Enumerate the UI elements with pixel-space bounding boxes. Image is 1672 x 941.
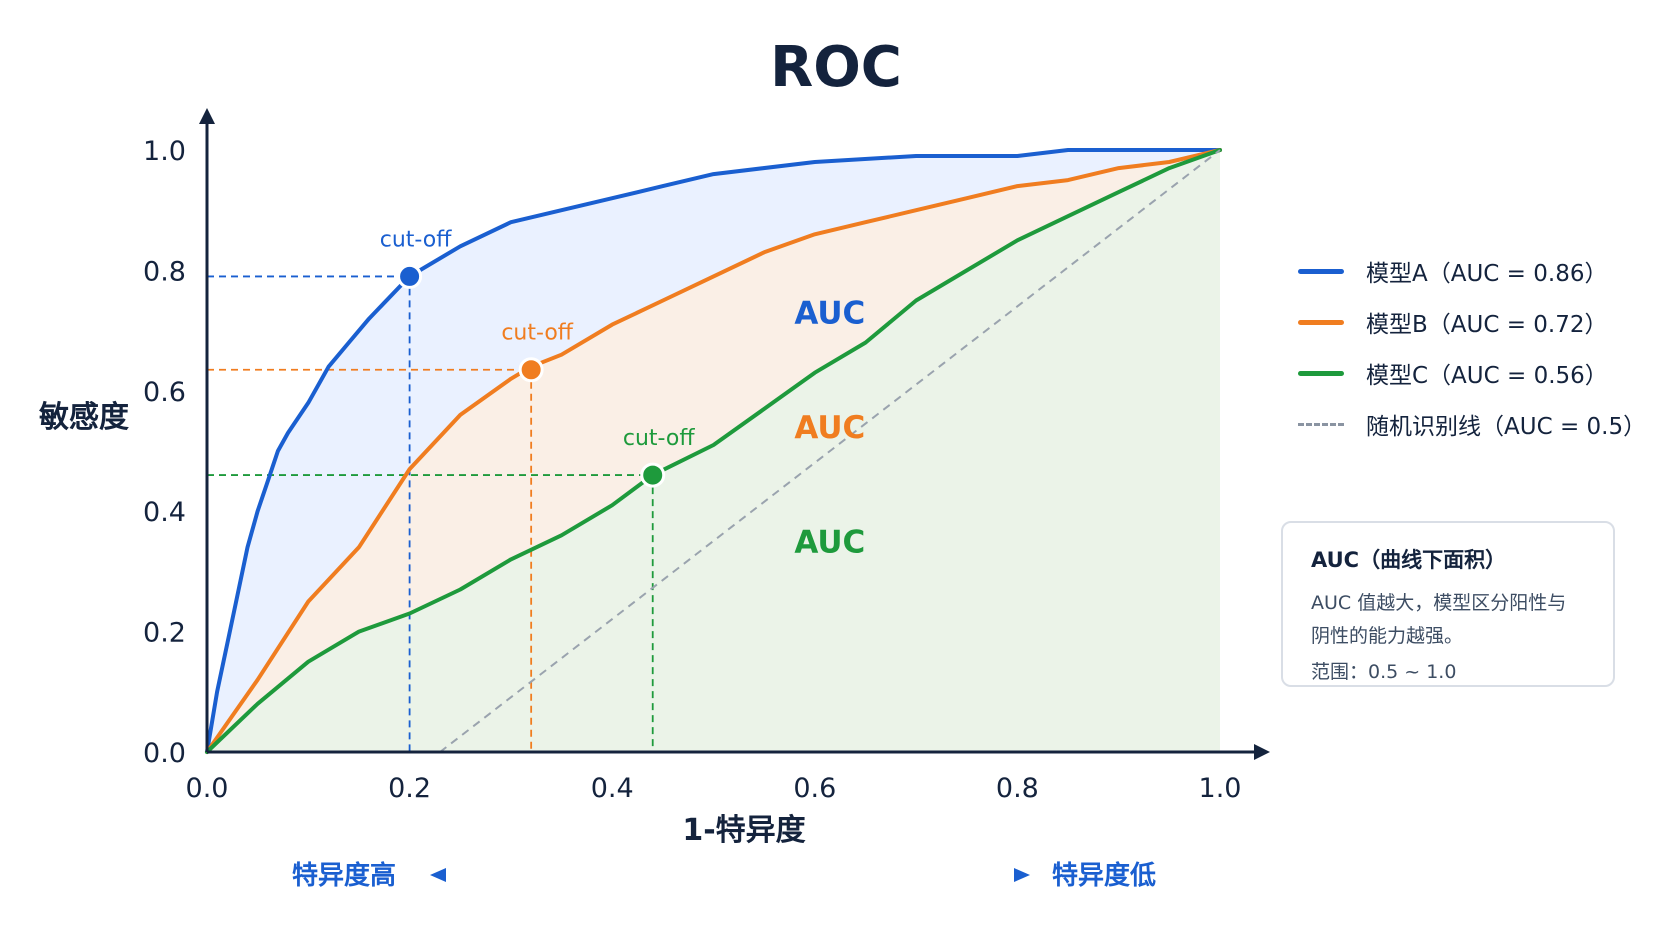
legend-item-model-b: 模型B（AUC = 0.72） — [1298, 309, 1646, 338]
random-line — [439, 149, 1221, 753]
y-axis-arrow — [199, 108, 215, 124]
legend-item-model-c: 模型C（AUC = 0.56） — [1298, 360, 1646, 389]
x-tick-label: 1.0 — [1199, 773, 1242, 804]
auc-fill-areas — [207, 150, 1220, 752]
cutoff-reference-lines — [207, 275, 654, 752]
auc-labels: AUC AUC AUC — [794, 296, 865, 561]
x-tick-label: 0.8 — [996, 773, 1039, 804]
chart-title: ROC — [770, 35, 902, 100]
info-box-range: 范围：0.5 ~ 1.0 — [1311, 661, 1457, 683]
x-tick-label: 0.4 — [591, 773, 634, 804]
cutoff-label-model-b: cut-off — [501, 321, 573, 346]
x-tick-label: 0.0 — [186, 773, 229, 804]
auc-label-model-b: AUC — [794, 410, 865, 446]
hint-left-arrow-head — [430, 868, 446, 882]
legend-swatch-orange — [1298, 319, 1344, 325]
legend-label: 模型A（AUC = 0.86） — [1366, 261, 1608, 287]
cutoff-label-model-a: cut-off — [380, 227, 452, 252]
legend-label: 模型C（AUC = 0.56） — [1366, 363, 1608, 389]
legend-item-random: 随机识别线（AUC = 0.5） — [1298, 411, 1646, 440]
cutoff-label-model-c: cut-off — [623, 426, 695, 451]
x-axis-arrow — [1254, 744, 1270, 760]
y-tick-label: 0.2 — [143, 618, 186, 649]
hint-high-specificity: 特异度高 — [292, 860, 396, 891]
y-axis-label: 敏感度 — [39, 400, 129, 435]
y-tick-label: 0.6 — [143, 377, 186, 408]
legend: 模型A（AUC = 0.86） 模型B（AUC = 0.72） 模型C（AUC … — [1298, 258, 1646, 462]
info-box-body: AUC 值越大，模型区分阳性与阴性的能力越强。 — [1311, 592, 1567, 647]
hint-right-arrow-head — [1014, 868, 1030, 882]
y-tick-labels: 0.0 0.2 0.4 0.6 0.8 1.0 — [143, 136, 186, 769]
roc-curve-model-b — [205, 148, 1222, 754]
x-tick-labels: 0.0 0.2 0.4 0.6 0.8 1.0 — [186, 773, 1242, 804]
legend-label: 模型B（AUC = 0.72） — [1366, 312, 1608, 338]
legend-swatch-dashed — [1298, 422, 1344, 426]
legend-label: 随机识别线（AUC = 0.5） — [1366, 414, 1647, 440]
info-box-title: AUC（曲线下面积） — [1311, 548, 1507, 572]
y-tick-label: 0.0 — [143, 738, 186, 769]
axes — [199, 108, 1270, 760]
cutoff-point-model-a — [397, 263, 423, 289]
specificity-hint: 特异度高 特异度低 — [292, 860, 1156, 891]
legend-swatch-blue — [1298, 268, 1344, 274]
roc-curve-model-c — [205, 148, 1222, 754]
hint-low-specificity: 特异度低 — [1052, 860, 1156, 891]
auc-fill-model-c — [207, 150, 1220, 752]
legend-swatch-green — [1298, 370, 1344, 376]
cutoff-point-model-b — [518, 357, 544, 383]
auc-info-box: AUC（曲线下面积） AUC 值越大，模型区分阳性与阴性的能力越强。 范围：0.… — [1281, 521, 1615, 687]
y-tick-label: 0.8 — [143, 256, 186, 287]
x-tick-label: 0.2 — [388, 773, 431, 804]
roc-curve-model-a — [205, 148, 1222, 754]
auc-label-model-c: AUC — [794, 524, 865, 560]
x-axis-label: 1-特异度 — [682, 813, 805, 848]
cutoff-points: cut-off cut-off cut-off — [380, 227, 695, 488]
legend-item-model-a: 模型A（AUC = 0.86） — [1298, 258, 1646, 287]
y-tick-label: 0.4 — [143, 497, 186, 528]
x-tick-label: 0.6 — [793, 773, 836, 804]
cutoff-point-model-c — [640, 462, 666, 488]
y-tick-label: 1.0 — [143, 136, 186, 167]
roc-curves — [205, 148, 1222, 754]
auc-label-model-a: AUC — [794, 296, 865, 332]
